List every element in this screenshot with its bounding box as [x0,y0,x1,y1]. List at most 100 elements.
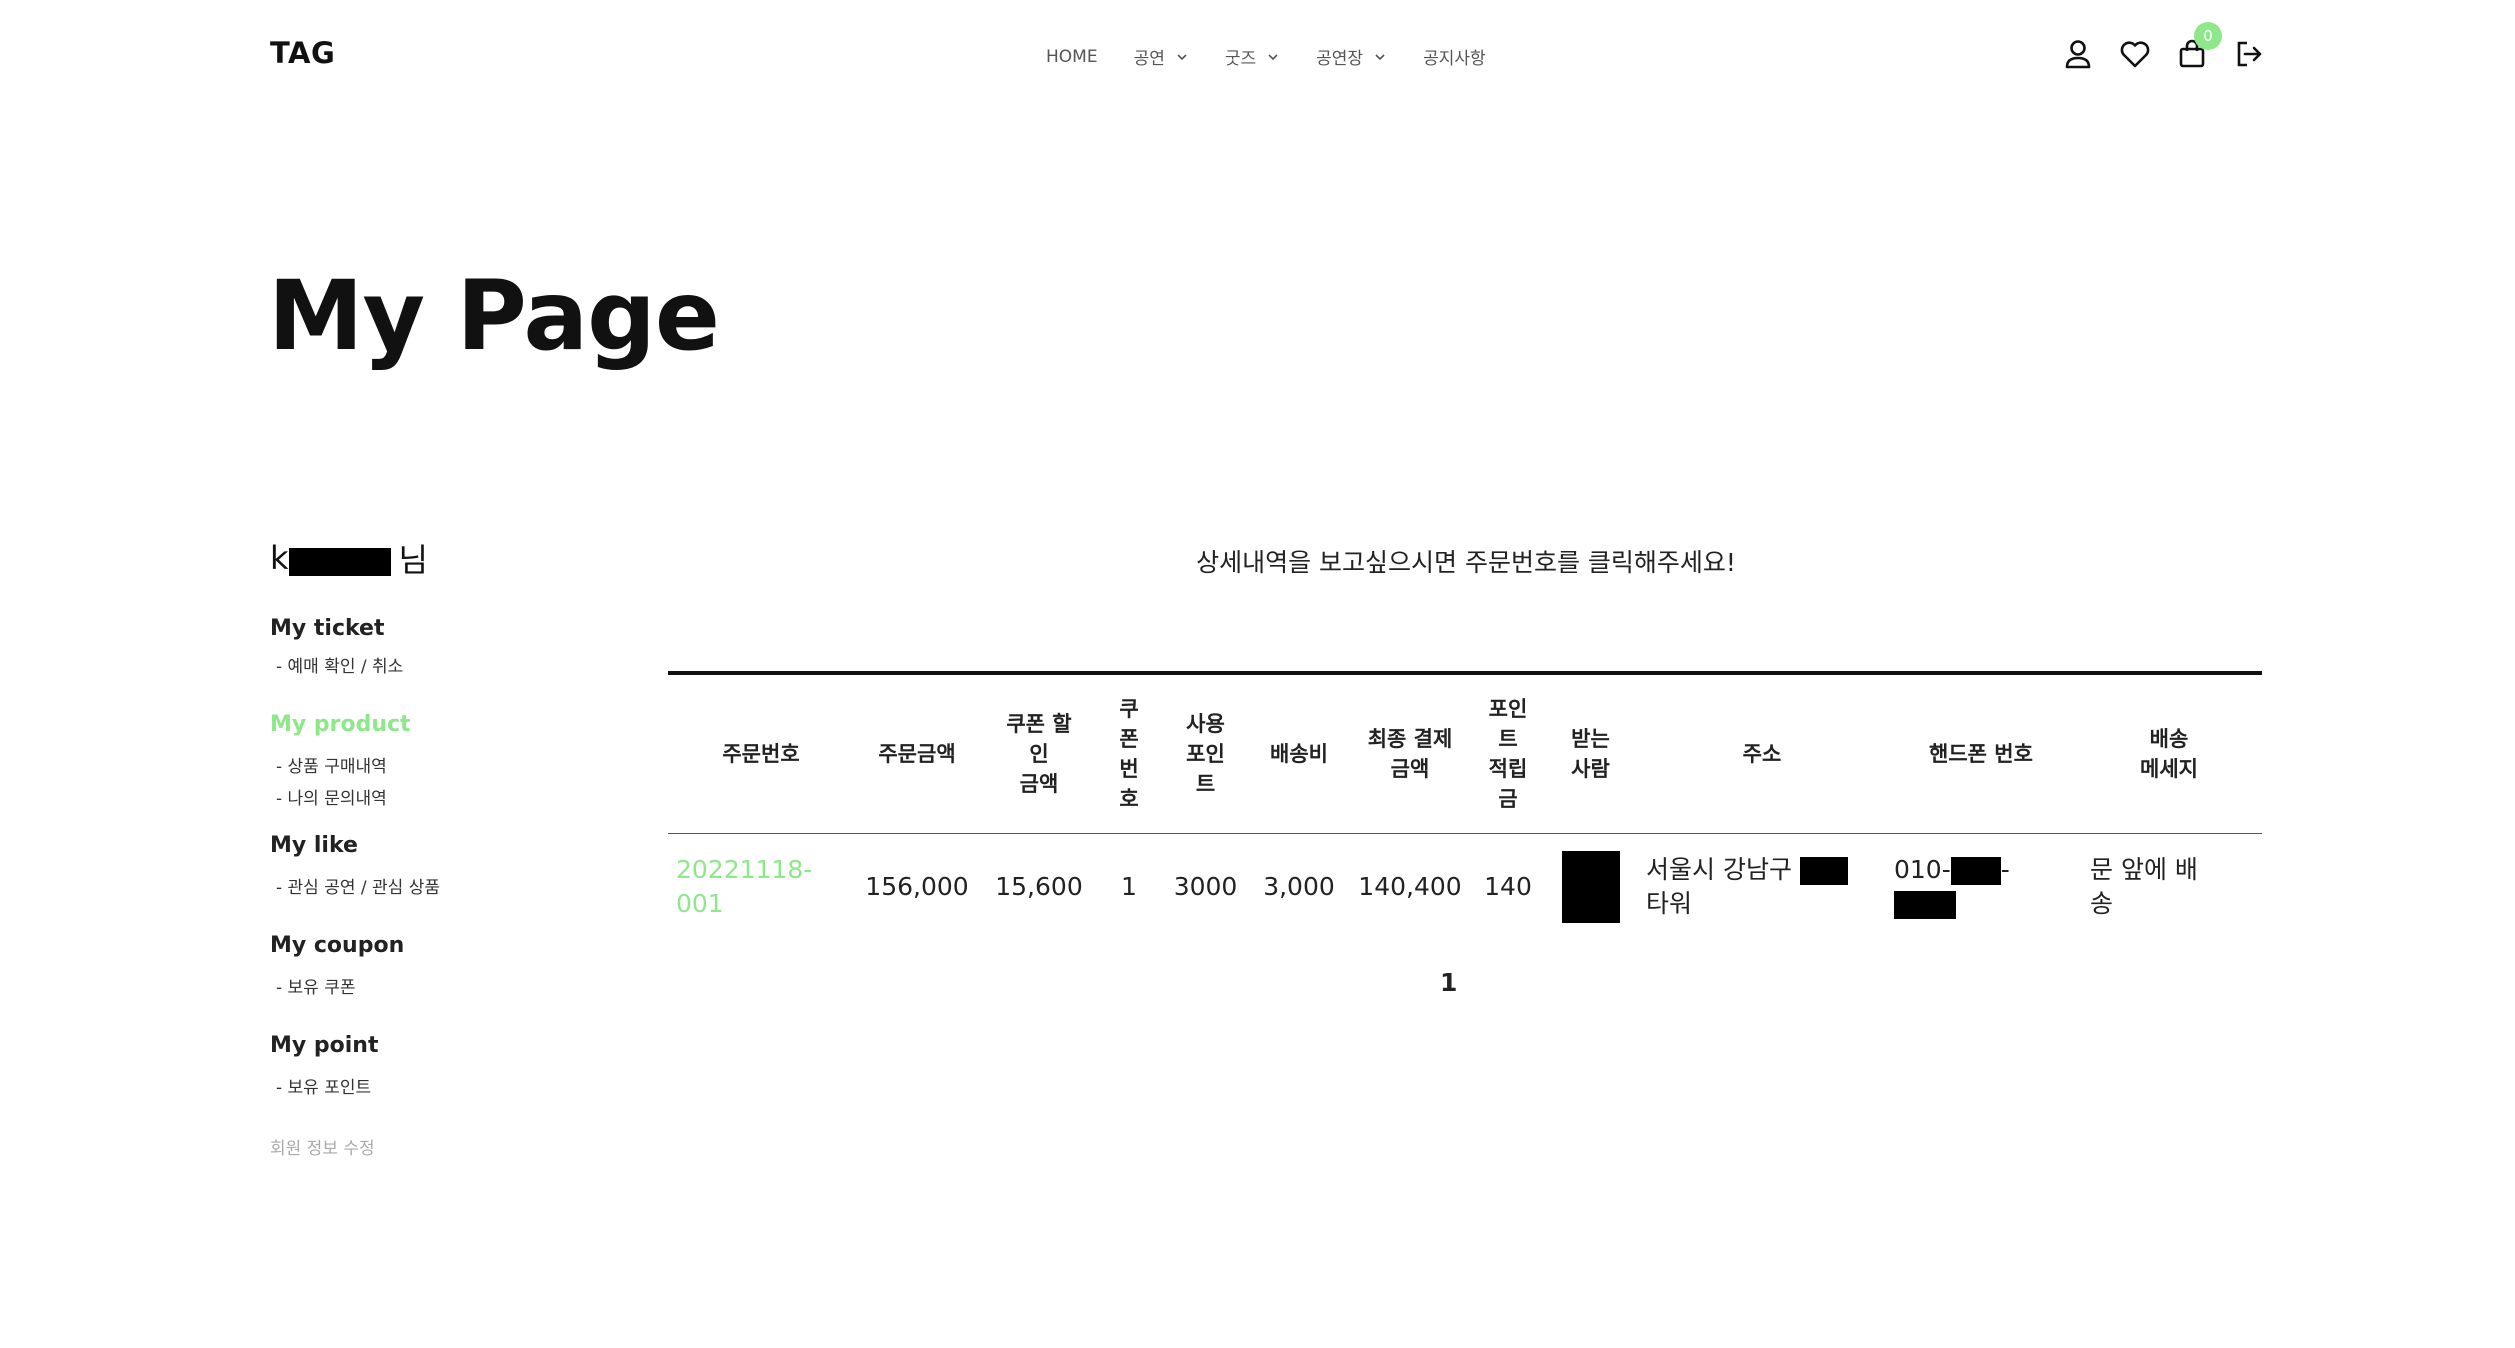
column-header: 주소 [1638,673,1886,833]
column-header-line: 금 [1498,786,1518,811]
sidebar-title-my-coupon[interactable]: My coupon [270,933,405,958]
column-header-line: 금액 [1019,771,1059,796]
header-icons: 0 [2060,22,2267,72]
sidebar-title-my-like[interactable]: My like [270,833,358,858]
logo[interactable]: TAG [270,36,336,70]
sidebar-link-points[interactable]: - 보유 포인트 [276,1078,372,1098]
column-header-line: 받는 [1571,726,1610,751]
user-name-prefix: k [270,539,289,577]
cell-order-no: 20221118- 001 20221118- 001 [668,833,854,941]
nav-notice-label: 공지사항 [1423,49,1486,69]
column-header: 핸드폰 번호 [1886,673,2076,833]
nav-goods-label: 굿즈 [1224,49,1257,69]
heart-icon[interactable] [2117,36,2153,72]
chevron-down-icon [1175,50,1189,64]
cell-phone: 010- - [1886,833,2076,941]
column-header-line: 배송비 [1270,741,1328,766]
cell-used-points: 3000 [1173,872,1238,902]
edit-profile-link[interactable]: 회원 정보 수정 [270,1139,375,1159]
cell-points-earned: 140 [1484,872,1532,902]
sidebar-title-my-ticket[interactable]: My ticket [270,616,385,641]
sidebar-section-ticket: My ticket - 예매 확인 / 취소 [270,616,630,683]
column-header-line: 주문금액 [878,741,956,766]
nav-home-label: HOME [1046,46,1098,67]
sidebar-link-inquiry-history[interactable]: - 나의 문의내역 [276,789,387,809]
column-header: 주문번호 [668,673,854,833]
redacted-username [288,548,391,576]
column-header-line: 폰 [1119,726,1139,751]
nav-goods[interactable]: 굿즈 [1225,44,1280,69]
column-header-line: 트 [1498,726,1518,751]
delivery-message: 문 앞에 배송 [2090,855,2198,919]
chevron-down-icon [1266,50,1280,64]
column-header-line: 쿠폰 할 [1006,711,1072,736]
cart-count-badge: 0 [2194,22,2222,50]
cell-coupon-no: 1 [1121,872,1137,902]
phone-dash: - [2000,855,2010,885]
column-header: 주문금액 [854,673,980,833]
site-header: TAG HOME 공연 굿즈 공연장 공지사항 [0,0,2515,110]
sidebar-link-reservation[interactable]: - 예매 확인 / 취소 [276,657,404,677]
nav-performance[interactable]: 공연 [1134,44,1189,69]
column-header-line: 최종 결제 [1367,726,1453,751]
nav-venue[interactable]: 공연장 [1316,44,1387,69]
pagination-page-1[interactable]: 1 [1440,968,1458,997]
user-name-suffix: 님 [398,541,428,579]
cell-coupon-discount: 15,600 [995,872,1083,902]
column-header-line: 금액 [1390,756,1430,781]
redacted-phone-mid [1950,857,2001,886]
column-header-line: 사용 [1186,711,1225,736]
column-header-line: 핸드폰 번호 [1929,741,2033,766]
logout-icon[interactable] [2231,36,2267,72]
redacted-address [1799,857,1848,886]
column-header: 사용 포인 트 [1160,673,1251,833]
column-header-line: 적립 [1488,756,1528,781]
sidebar-link-favorites[interactable]: - 관심 공연 / 관심 상품 [276,878,441,898]
cell-shipping: 3,000 [1263,872,1335,902]
redacted-recipient [1561,851,1620,924]
column-header-line: 트 [1195,771,1216,796]
column-header-line: 사람 [1571,756,1610,781]
sidebar-link-purchase-history[interactable]: - 상품 구매내역 [276,757,387,777]
redacted-phone-last [1894,891,1956,920]
cell-address: 서울시 강남구 타워 [1638,833,1886,941]
sidebar-section-point: My point - 보유 포인트 [270,1033,630,1104]
phone-prefix: 010- [1894,855,1951,885]
page-title: My Page [268,260,720,372]
sidebar-title-my-product[interactable]: My product [270,712,411,737]
order-number-link[interactable]: 20221118- 001 [676,855,812,918]
sidebar-link-coupons[interactable]: - 보유 쿠폰 [276,978,356,998]
column-header-line: 메세지 [2140,756,2198,781]
cell-order-amount: 156,000 [865,872,969,902]
sidebar-section-coupon: My coupon - 보유 쿠폰 [270,933,630,1004]
user-greeting: k 님 [270,535,630,581]
user-icon[interactable] [2060,36,2096,72]
address-prefix: 서울시 강남구 [1646,855,1792,885]
column-header: 배송비 [1251,673,1347,833]
nav-venue-label: 공연장 [1316,49,1364,69]
order-number-part-1: 20221118- [676,855,813,885]
column-header-line: 주문번호 [722,741,800,766]
column-header-line: 쿠 [1119,696,1139,721]
address-suffix: 타워 [1646,889,1693,919]
order-number-part-2: 001 [676,889,724,919]
cell-final-amount: 140,400 [1358,872,1462,902]
sidebar-title-my-point[interactable]: My point [270,1033,379,1058]
column-header-line: 배송 [2149,726,2189,751]
column-header-line: 포인 [1488,696,1528,721]
nav-notice[interactable]: 공지사항 [1423,44,1486,69]
nav-home[interactable]: HOME [1046,47,1098,67]
cart-icon[interactable]: 0 [2174,22,2222,72]
table-row: 20221118- 001 20221118- 001 156,000 15,60… [668,833,2262,941]
column-header-line: 주소 [1742,741,1782,766]
column-header-line: 인 [1029,741,1049,766]
sidebar-section-product: My product - 상품 구매내역 - 나의 문의내역 [270,712,630,815]
